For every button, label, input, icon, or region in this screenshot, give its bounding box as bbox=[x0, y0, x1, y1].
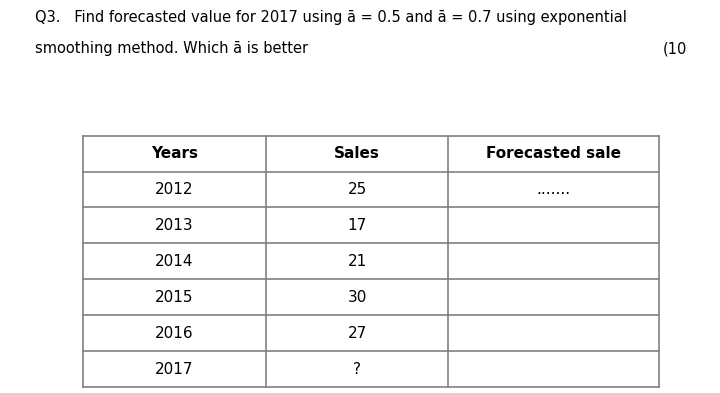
Text: 2012: 2012 bbox=[155, 182, 194, 197]
Text: 2016: 2016 bbox=[155, 326, 194, 341]
Text: 25: 25 bbox=[347, 182, 366, 197]
Text: 2017: 2017 bbox=[155, 362, 194, 376]
Text: Years: Years bbox=[150, 146, 198, 161]
Text: Q3.   Find forecasted value for 2017 using ā = 0.5 and ā = 0.7 using exponential: Q3. Find forecasted value for 2017 using… bbox=[35, 10, 626, 25]
Text: 21: 21 bbox=[347, 254, 366, 269]
Text: smoothing method. Which ā is better: smoothing method. Which ā is better bbox=[35, 41, 307, 56]
Text: 2014: 2014 bbox=[155, 254, 194, 269]
Text: 2015: 2015 bbox=[155, 290, 194, 305]
Text: Sales: Sales bbox=[334, 146, 380, 161]
Text: 17: 17 bbox=[347, 218, 366, 233]
Text: 27: 27 bbox=[347, 326, 366, 341]
Text: .......: ....... bbox=[536, 182, 571, 197]
Text: Forecasted sale: Forecasted sale bbox=[486, 146, 621, 161]
Text: ?: ? bbox=[353, 362, 361, 376]
Text: 30: 30 bbox=[347, 290, 366, 305]
Text: (10: (10 bbox=[663, 41, 688, 56]
Text: 2013: 2013 bbox=[155, 218, 194, 233]
